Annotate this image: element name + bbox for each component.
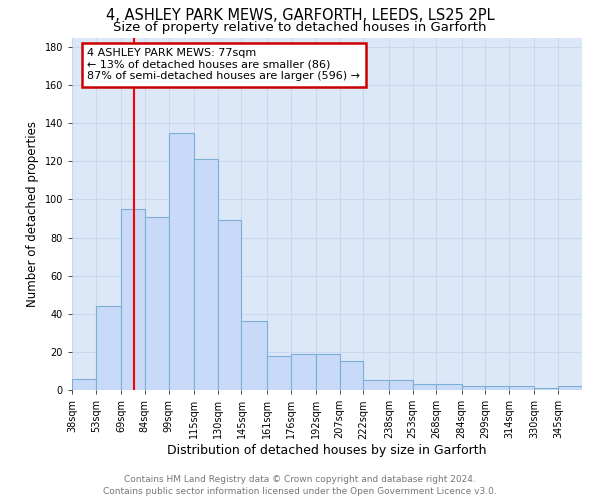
Bar — [461, 386, 485, 390]
Bar — [509, 386, 535, 390]
Bar — [96, 306, 121, 390]
Bar — [535, 388, 558, 390]
Bar — [558, 386, 582, 390]
Bar — [364, 380, 389, 390]
Bar — [194, 160, 218, 390]
Text: Size of property relative to detached houses in Garforth: Size of property relative to detached ho… — [113, 21, 487, 34]
Bar — [72, 378, 96, 390]
Y-axis label: Number of detached properties: Number of detached properties — [26, 120, 39, 306]
Text: 4 ASHLEY PARK MEWS: 77sqm
← 13% of detached houses are smaller (86)
87% of semi-: 4 ASHLEY PARK MEWS: 77sqm ← 13% of detac… — [88, 48, 360, 82]
Bar — [413, 384, 436, 390]
Bar — [316, 354, 340, 390]
Bar — [218, 220, 241, 390]
Text: 4, ASHLEY PARK MEWS, GARFORTH, LEEDS, LS25 2PL: 4, ASHLEY PARK MEWS, GARFORTH, LEEDS, LS… — [106, 8, 494, 22]
Bar — [340, 362, 364, 390]
Text: Contains HM Land Registry data © Crown copyright and database right 2024.
Contai: Contains HM Land Registry data © Crown c… — [103, 474, 497, 496]
Bar — [436, 384, 461, 390]
Bar — [121, 209, 145, 390]
X-axis label: Distribution of detached houses by size in Garforth: Distribution of detached houses by size … — [167, 444, 487, 457]
Bar — [241, 322, 267, 390]
Bar — [389, 380, 413, 390]
Bar — [145, 216, 169, 390]
Bar — [267, 356, 290, 390]
Bar — [169, 133, 194, 390]
Bar — [485, 386, 509, 390]
Bar — [290, 354, 316, 390]
